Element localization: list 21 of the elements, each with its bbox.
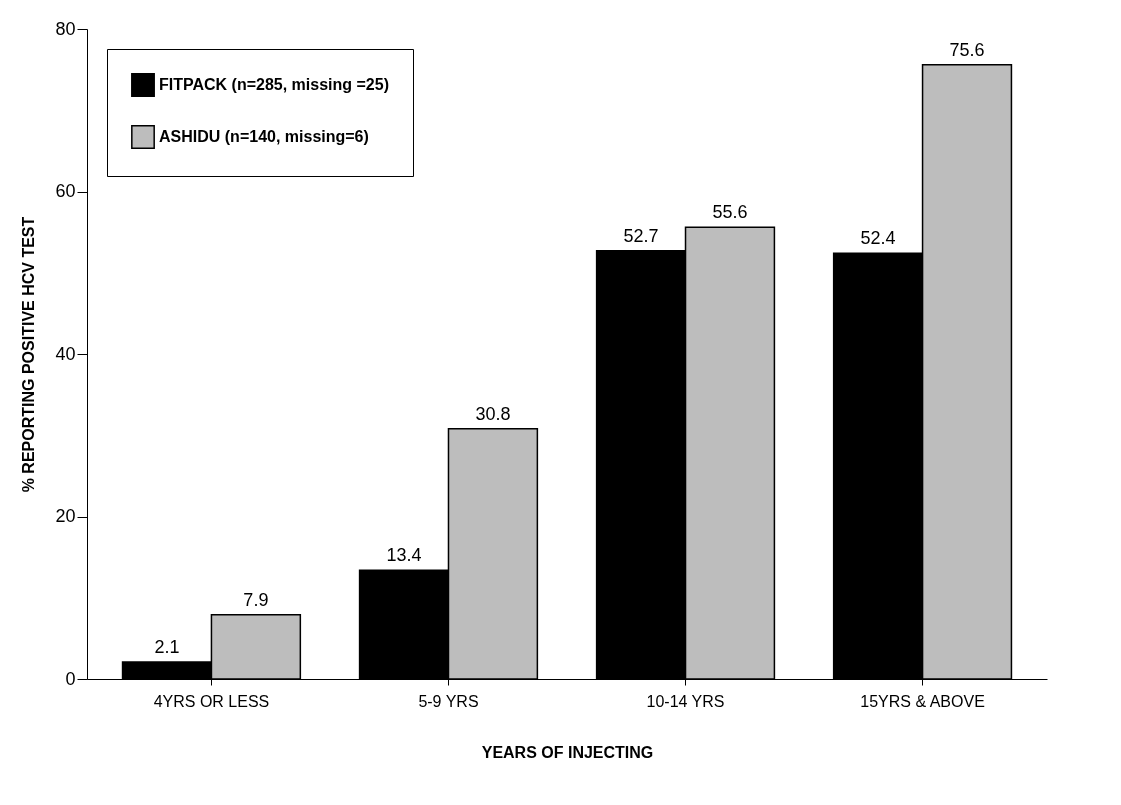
data-label: 55.6 — [712, 202, 748, 223]
y-axis-title: % REPORTING POSITIVE HCV TEST — [20, 216, 38, 493]
data-label: 30.8 — [475, 403, 511, 424]
x-tick-label: 4YRS OR LESS — [153, 692, 270, 710]
data-label: 75.6 — [949, 39, 985, 60]
x-tick-label: 15YRS & ABOVE — [860, 692, 985, 710]
data-label: 7.9 — [243, 589, 269, 610]
x-axis-title: YEARS OF INJECTING — [481, 743, 654, 761]
y-tick-label: 60 — [55, 181, 76, 201]
x-tick-label: 10-14 YRS — [646, 692, 725, 710]
data-label: 52.4 — [860, 228, 896, 249]
legend-label: FITPACK (n=285, missing =25) — [159, 76, 389, 93]
legend-label: ASHIDU (n=140, missing=6) — [159, 128, 369, 145]
y-tick-label: 40 — [55, 343, 76, 364]
x-tick-label: 5-9 YRS — [418, 692, 479, 710]
y-tick-label: 20 — [55, 506, 76, 526]
data-label: 13.4 — [386, 545, 422, 566]
y-tick-label: 0 — [65, 668, 76, 689]
data-label: 52.7 — [623, 225, 659, 246]
data-label: 2.1 — [154, 636, 180, 657]
y-tick-label: 80 — [55, 18, 76, 39]
